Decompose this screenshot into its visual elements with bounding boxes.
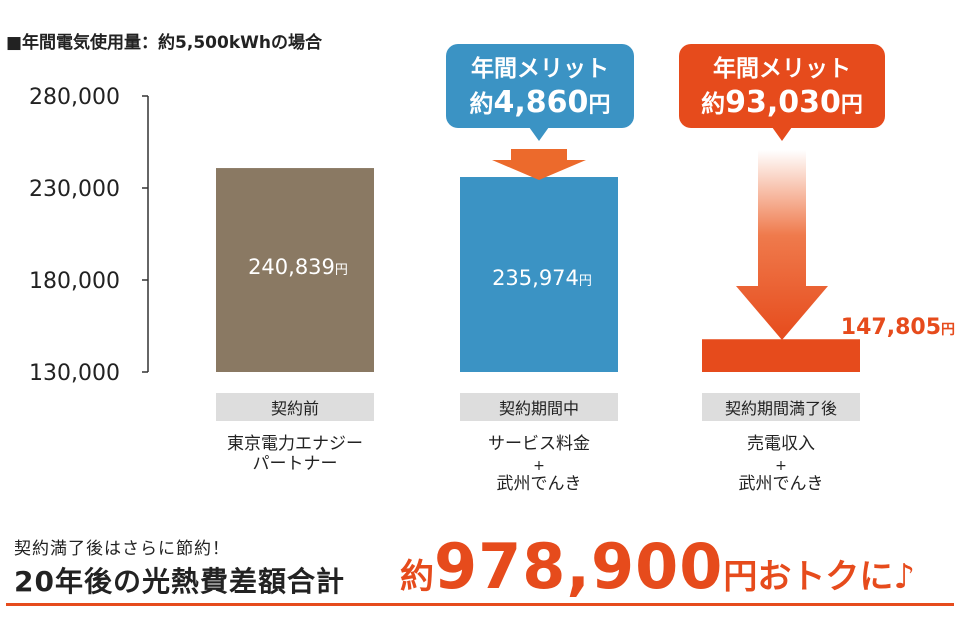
total-savings: 約978,900円おトクに♪ (400, 530, 915, 603)
callout-title: 年間メリット (471, 55, 609, 82)
arrow-down (492, 149, 586, 180)
phase-label: 契約期間中 (499, 399, 579, 418)
value-label: 240,839円 (248, 255, 348, 279)
callout-pointer (772, 127, 792, 141)
category-label: パートナー (253, 454, 338, 474)
arrow-down (736, 150, 828, 340)
y-tick-label: 130,000 (29, 361, 120, 386)
callout-bubble (679, 44, 885, 128)
category-label: + (775, 458, 787, 474)
phase-badge (702, 393, 860, 421)
phase-label: 契約期間満了後 (725, 399, 837, 418)
callout-pointer (529, 127, 549, 141)
value-label: 235,974円 (492, 266, 592, 290)
callout-amount: 約4,860円 (470, 85, 611, 120)
callout-title: 年間メリット (713, 55, 851, 82)
chart: ■年間電気使用量：約5,500kWhの場合 280,000 230,000 180,0… (6, 32, 955, 494)
y-tick-label: 180,000 (29, 269, 120, 294)
callout-amount: 約93,030円 (701, 85, 863, 120)
category-label: 武州でんき (497, 474, 582, 494)
category-label: + (533, 458, 545, 474)
category-label: 武州でんき (739, 474, 824, 494)
savings-suffix: 円おトクに♪ (723, 557, 916, 597)
bar (702, 339, 860, 372)
phase-badge (460, 393, 618, 421)
chart-title: ■年間電気使用量：約5,500kWhの場合 (6, 32, 323, 53)
category-label: 売電収入 (747, 434, 815, 454)
phase-badge (216, 393, 374, 421)
phase-label: 契約前 (271, 399, 319, 418)
category-label: サービス料金 (488, 434, 590, 454)
y-tick-label: 280,000 (29, 85, 120, 110)
footer-divider (6, 603, 954, 606)
y-tick-label: 230,000 (29, 177, 120, 202)
savings-prefix: 約 (400, 557, 434, 597)
bar (460, 177, 618, 372)
callout-bubble (446, 44, 634, 128)
footer-headline: 20年後の光熱費差額合計 (14, 565, 345, 598)
category-label: 東京電力エナジー (227, 434, 363, 454)
bar (216, 168, 374, 372)
footer-note: 契約満了後はさらに節約！ (14, 539, 230, 559)
value-label: 147,805円 (841, 315, 955, 340)
savings-amount: 978,900 (434, 530, 724, 603)
